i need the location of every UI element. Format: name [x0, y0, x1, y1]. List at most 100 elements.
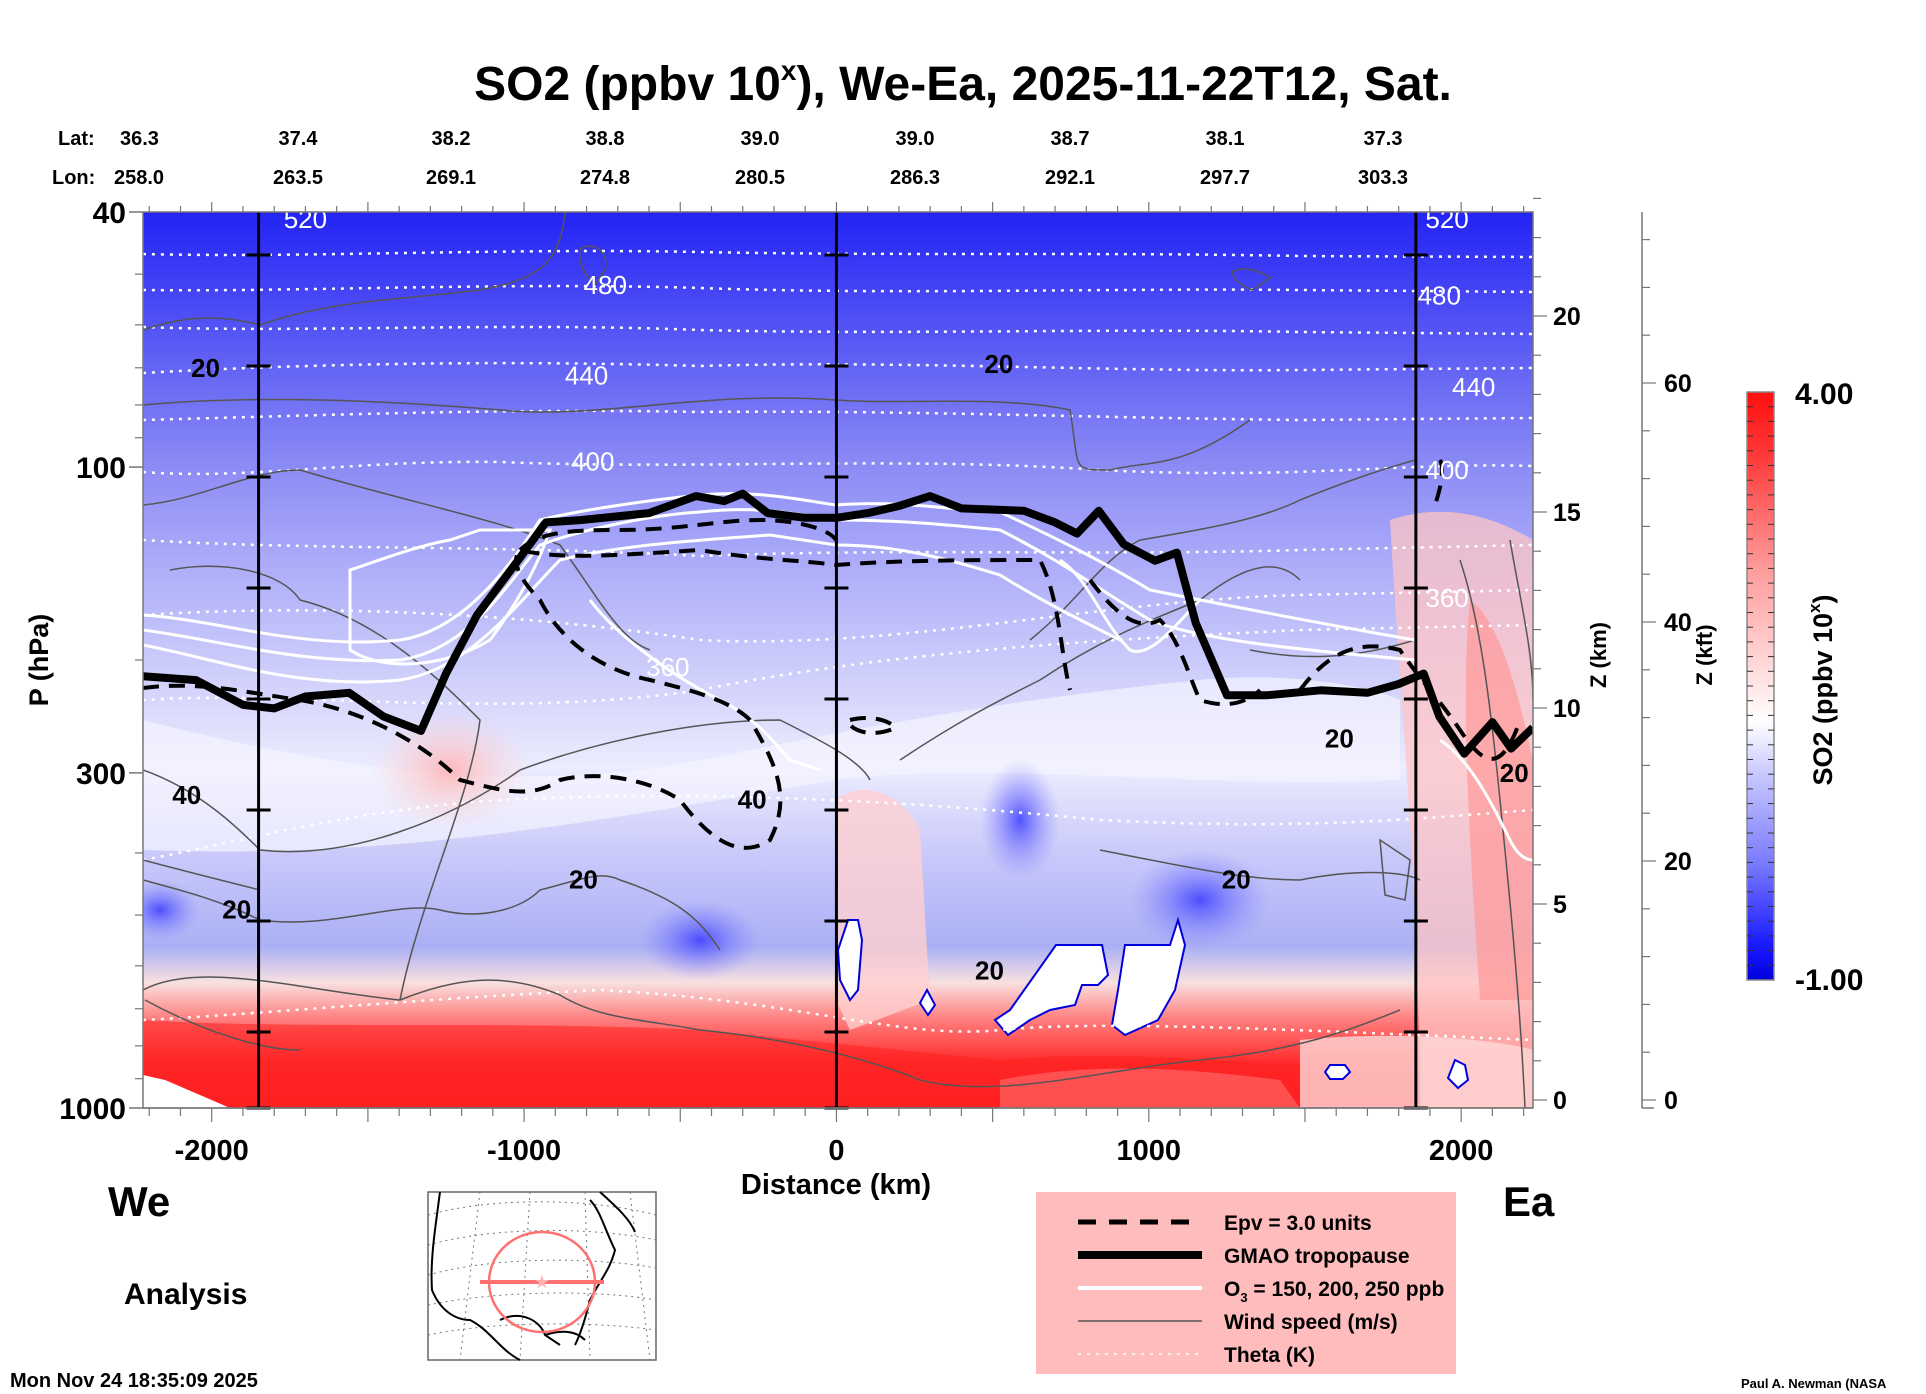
- epv-contour-line: [848, 716, 898, 735]
- legend-label: Epv = 3.0 units: [1224, 1212, 1372, 1235]
- y-axis-label: P (hPa): [24, 614, 54, 707]
- theta-contour-label: 360: [646, 652, 689, 682]
- wind-contour-label: 20: [984, 349, 1013, 379]
- credit: Paul A. Newman (NASA: [1741, 1376, 1887, 1391]
- field-white-blob: [993, 944, 1110, 1037]
- field-missing-surface: [143, 1075, 230, 1108]
- lat-value: 38.8: [586, 128, 625, 150]
- field-blue-patch: [143, 880, 200, 940]
- legend-label: GMAO tropopause: [1224, 1245, 1410, 1268]
- lon-label: Lon:: [52, 167, 95, 189]
- y-axis-pressure: 40 100 300 1000: [59, 197, 143, 1126]
- x-tick-label: 1000: [1117, 1135, 1182, 1167]
- lat-value: 38.2: [432, 128, 471, 150]
- legend-label: Theta (K): [1224, 1344, 1315, 1367]
- colorbar-max-label: 4.00: [1795, 378, 1853, 411]
- theta-contour-label: 480: [1418, 281, 1461, 311]
- z-km-tick-label: 10: [1553, 695, 1581, 723]
- z-km-tick-label: 0: [1553, 1087, 1567, 1115]
- colorbar-min-label: -1.00: [1795, 964, 1863, 997]
- lat-value: 36.3: [120, 128, 159, 150]
- map-graticule: [427, 1191, 657, 1361]
- wind-contour-line: [143, 859, 301, 1051]
- theta-contour-label: 400: [1425, 455, 1468, 485]
- lon-value: 286.3: [890, 167, 940, 189]
- wind-contour-label: 40: [738, 784, 767, 814]
- west-direction-label: We: [108, 1178, 170, 1225]
- location-map-inset: ★: [427, 1191, 657, 1361]
- lat-value: 38.1: [1206, 128, 1245, 150]
- x-tick-label: 2000: [1429, 1135, 1494, 1167]
- wind-contour-line: [143, 469, 651, 651]
- lon-value: 274.8: [580, 167, 630, 189]
- wind-contour-line: [143, 397, 1251, 471]
- map-center-star-icon: ★: [534, 1272, 550, 1292]
- wind-contour-line: [1029, 459, 1416, 641]
- theta-contour-label: 440: [565, 361, 608, 391]
- y-tick-label: 100: [76, 452, 126, 485]
- wind-contour-line: [1231, 268, 1272, 291]
- z-kft-tick-label: 0: [1664, 1087, 1678, 1115]
- z-km-axis: 0 5 10 15 20: [1533, 197, 1581, 1115]
- z-kft-axis: 0 20 40 60: [1641, 212, 1692, 1115]
- wind-label-layer: 20 20 40 40 20 20 20 20 20 20: [172, 349, 1528, 986]
- wind-contour-label: 20: [222, 894, 251, 924]
- field-white-blob: [836, 919, 864, 1002]
- east-direction-label: Ea: [1503, 1178, 1555, 1225]
- wind-contour-line: [1379, 838, 1411, 901]
- colorbar-ticks: [1747, 406, 1774, 966]
- field-white-blob: [1446, 1058, 1470, 1090]
- lat-value: 37.3: [1364, 128, 1403, 150]
- z-kft-tick-label: 40: [1664, 609, 1692, 637]
- wind-contour-line: [1459, 559, 1526, 1108]
- wind-contour-line: [143, 212, 566, 331]
- wind-contour-line: [143, 976, 1401, 1088]
- lon-value: 258.0: [114, 167, 164, 189]
- theta-contour-label: 400: [571, 446, 614, 476]
- timestamp: Mon Nov 24 18:35:09 2025: [10, 1370, 258, 1392]
- lat-label: Lat:: [58, 128, 95, 150]
- z-km-tick-label: 5: [1553, 891, 1567, 919]
- z-km-tick-label: 15: [1553, 499, 1581, 527]
- gmao-tropopause-line: [143, 489, 1533, 758]
- legend-background: [1036, 1192, 1456, 1374]
- legend-label: Wind speed (m/s): [1224, 1311, 1398, 1334]
- lat-value: 39.0: [896, 128, 935, 150]
- z-km-axis-label: Z (km): [1586, 622, 1611, 688]
- wind-contour-label: 20: [975, 955, 1004, 985]
- field-white-blob: [1323, 1064, 1352, 1080]
- z-kft-tick-label: 60: [1664, 370, 1692, 398]
- legend: Epv = 3.0 units GMAO tropopause O3 = 150, …: [1036, 1192, 1456, 1374]
- colorbar: 4.00 -1.00 SO2 (ppbv 10x): [1746, 378, 1863, 997]
- lon-value: 297.7: [1200, 167, 1250, 189]
- lon-value: 269.1: [426, 167, 476, 189]
- lon-value: 292.1: [1045, 167, 1095, 189]
- x-axis: -2000 -1000 0 1000 2000: [143, 202, 1533, 1167]
- y-tick-label: 1000: [59, 1093, 126, 1126]
- map-coastlines: [430, 1191, 636, 1361]
- wind-contour-line: [1099, 849, 1421, 881]
- wind-contour-line: [1249, 639, 1416, 658]
- theta-contour-label: 440: [1452, 372, 1495, 402]
- ozone-contour-line: [1439, 738, 1533, 862]
- epv-contour-line: [1433, 459, 1445, 506]
- wind-contour-line: [578, 245, 607, 287]
- lon-value: 303.3: [1358, 167, 1408, 189]
- legend-items: Epv = 3.0 units GMAO tropopause O3 = 150, …: [1078, 1212, 1444, 1367]
- epv-contour-line: [1088, 578, 1262, 707]
- theta-contour-label: 360: [1425, 583, 1468, 613]
- lat-value: 37.4: [279, 128, 319, 150]
- z-km-tick-label: 20: [1553, 303, 1581, 331]
- field-white-blob: [918, 987, 937, 1017]
- field-white-blob: [1110, 916, 1187, 1037]
- lat-value: 39.0: [741, 128, 780, 150]
- y-tick-label: 40: [93, 197, 126, 230]
- wind-contour-label: 20: [1325, 723, 1354, 753]
- lat-lon-header: Lat: Lon: 36.3 37.4 38.2 38.8 39.0 39.0 38.7 38…: [52, 128, 1408, 189]
- x-tick-label: -2000: [175, 1135, 249, 1167]
- theta-contour-label: 520: [1425, 204, 1468, 234]
- z-kft-tick-label: 20: [1664, 848, 1692, 876]
- theta-contour-label: 520: [284, 204, 327, 234]
